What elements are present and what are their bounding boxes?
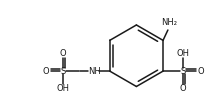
Text: S: S [181,67,186,76]
Text: NH₂: NH₂ [162,18,177,27]
Text: O: O [198,67,204,76]
Text: S: S [61,67,66,76]
Text: O: O [180,84,187,93]
Text: OH: OH [57,84,70,93]
Text: OH: OH [177,49,190,58]
Text: O: O [42,67,49,76]
Text: O: O [60,49,67,58]
Text: NH: NH [88,67,101,76]
